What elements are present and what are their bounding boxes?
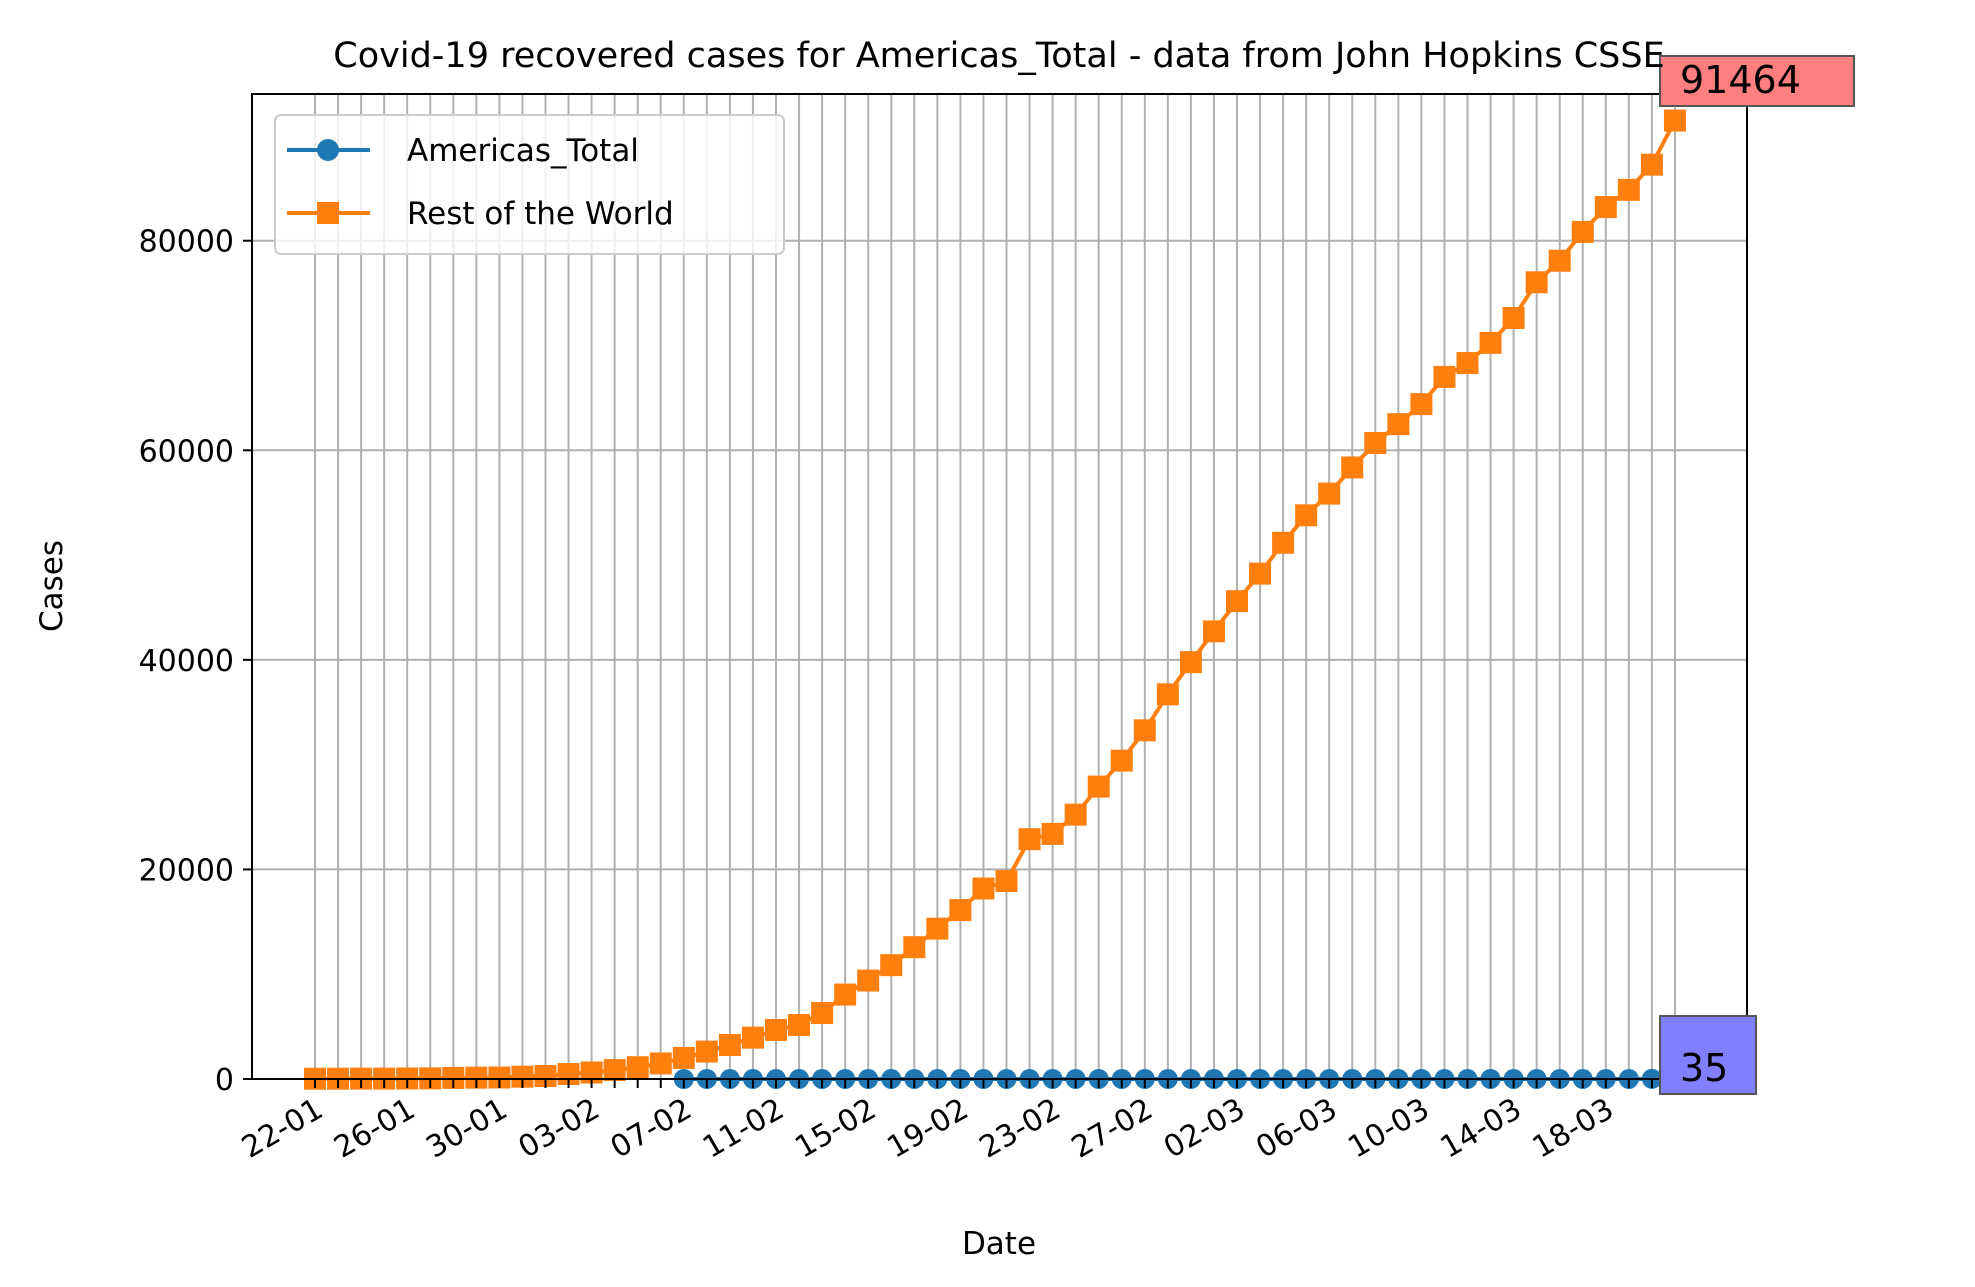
chart-title: Covid-19 recovered cases for Americas_To… — [333, 36, 1664, 76]
data-point-rest-of-the-world — [1663, 109, 1686, 132]
end-value-annotation-text: 35 — [1680, 1046, 1728, 1090]
data-point-rest-of-the-world — [811, 1002, 834, 1025]
y-axis-label: Cases — [34, 540, 70, 632]
data-point-rest-of-the-world — [1456, 352, 1479, 375]
end-value-annotation-text: 91464 — [1680, 58, 1801, 102]
data-point-rest-of-the-world — [880, 954, 903, 977]
y-tick-label: 60000 — [139, 434, 234, 469]
data-point-rest-of-the-world — [949, 899, 972, 922]
data-point-rest-of-the-world — [465, 1066, 488, 1089]
series-layer — [304, 109, 1686, 1090]
legend: Americas_Total Rest of the World — [274, 114, 785, 255]
data-point-rest-of-the-world — [1202, 620, 1225, 643]
data-point-rest-of-the-world — [1179, 651, 1202, 674]
y-tick-label: 0 — [215, 1063, 234, 1098]
data-point-rest-of-the-world — [1479, 331, 1502, 354]
data-point-rest-of-the-world — [857, 969, 880, 992]
data-point-rest-of-the-world — [534, 1065, 557, 1088]
data-point-rest-of-the-world — [788, 1014, 811, 1037]
data-point-rest-of-the-world — [1018, 828, 1041, 851]
data-point-rest-of-the-world — [1156, 683, 1179, 706]
end-value-annotation-box — [1659, 1015, 1757, 1095]
data-point-rest-of-the-world — [834, 983, 857, 1006]
data-point-rest-of-the-world — [442, 1066, 465, 1089]
data-point-rest-of-the-world — [1295, 504, 1318, 527]
data-point-rest-of-the-world — [741, 1026, 764, 1049]
y-tick-label: 40000 — [139, 644, 234, 679]
legend-marker-rest-of-world — [317, 202, 339, 224]
data-point-rest-of-the-world — [1226, 590, 1248, 613]
data-point-rest-of-the-world — [1502, 306, 1525, 329]
data-point-rest-of-the-world — [672, 1046, 695, 1069]
y-tick-label: 20000 — [139, 853, 234, 888]
data-point-rest-of-the-world — [995, 870, 1018, 893]
data-point-rest-of-the-world — [1249, 562, 1272, 585]
data-point-rest-of-the-world — [649, 1052, 672, 1075]
data-point-rest-of-the-world — [511, 1065, 534, 1088]
legend-label-rest-of-world: Rest of the World — [407, 196, 674, 232]
data-point-rest-of-the-world — [1064, 803, 1087, 826]
end-value-annotation-box — [1659, 55, 1855, 107]
data-point-rest-of-the-world — [972, 877, 995, 900]
x-axis-label: Date — [962, 1226, 1036, 1262]
data-point-rest-of-the-world — [1433, 365, 1456, 388]
legend-marker-americas — [317, 139, 339, 161]
annotations: 91464 35 — [1659, 55, 1855, 1095]
data-point-rest-of-the-world — [1318, 482, 1341, 505]
data-point-rest-of-the-world — [1617, 178, 1640, 201]
data-point-rest-of-the-world — [488, 1066, 511, 1089]
legend-box — [274, 114, 785, 255]
data-point-rest-of-the-world — [1548, 249, 1571, 272]
data-point-rest-of-the-world — [718, 1034, 741, 1057]
plot-area — [252, 94, 1747, 1079]
y-tick-label: 80000 — [139, 225, 234, 260]
legend-label-americas: Americas_Total — [407, 133, 639, 169]
data-point-rest-of-the-world — [903, 936, 926, 959]
data-point-rest-of-the-world — [1525, 271, 1548, 294]
data-point-rest-of-the-world — [626, 1056, 649, 1079]
data-point-rest-of-the-world — [926, 917, 949, 940]
plot-frame — [251, 93, 1748, 1080]
data-point-rest-of-the-world — [765, 1018, 787, 1041]
data-point-rest-of-the-world — [1410, 393, 1433, 416]
data-point-rest-of-the-world — [603, 1059, 626, 1082]
data-point-rest-of-the-world — [1087, 775, 1110, 798]
data-point-rest-of-the-world — [1133, 719, 1156, 742]
data-point-rest-of-the-world — [1594, 196, 1617, 219]
data-point-rest-of-the-world — [1110, 749, 1133, 772]
data-point-rest-of-the-world — [1640, 153, 1663, 176]
data-point-rest-of-the-world — [1041, 822, 1064, 845]
data-point-rest-of-the-world — [695, 1040, 718, 1063]
data-point-rest-of-the-world — [580, 1061, 603, 1084]
data-point-rest-of-the-world — [1387, 413, 1410, 436]
data-point-rest-of-the-world — [1272, 531, 1295, 554]
data-point-rest-of-the-world — [1364, 432, 1387, 455]
data-point-rest-of-the-world — [1341, 456, 1364, 479]
data-point-rest-of-the-world — [1571, 220, 1594, 243]
